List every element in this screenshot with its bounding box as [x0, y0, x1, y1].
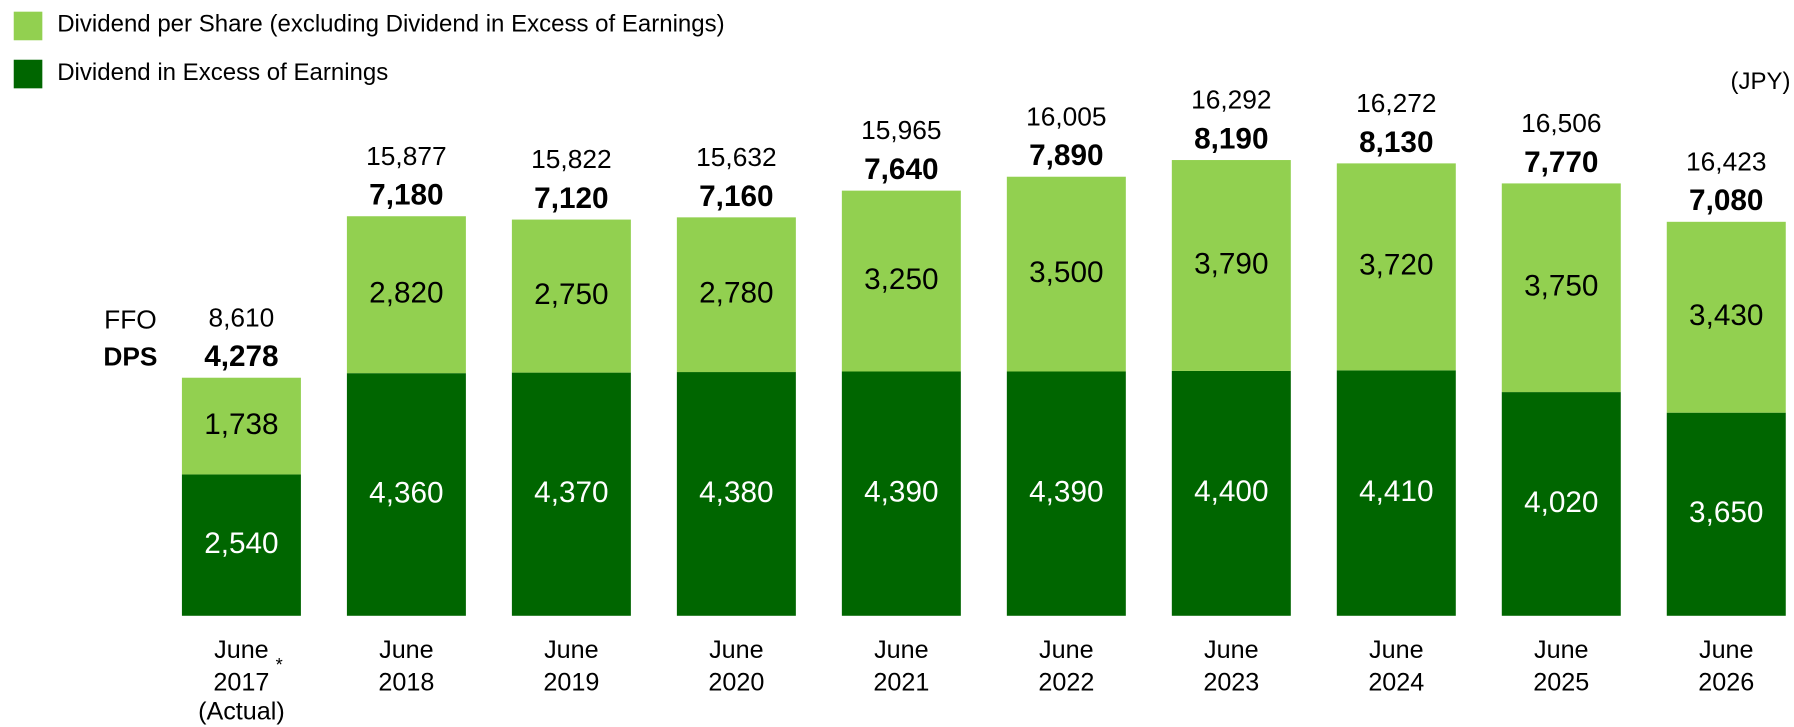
segment-label: 2,780: [699, 277, 773, 310]
bar-segment: [511, 372, 631, 616]
segment-label: 4,400: [1194, 475, 1268, 508]
dps-label: 7,120: [534, 182, 608, 215]
dps-label: 8,190: [1194, 122, 1268, 155]
x-tick-label: June 2023: [1203, 636, 1259, 696]
segment-label: 1,738: [204, 408, 278, 441]
bar-segment: [676, 217, 796, 373]
segment-label: 4,020: [1524, 486, 1598, 519]
segment-label: 3,250: [864, 263, 938, 296]
ffo-label: 15,965: [861, 115, 941, 145]
dps-label: 7,080: [1689, 184, 1763, 217]
segment-label: 4,390: [1029, 475, 1103, 508]
dps-label: 7,160: [699, 180, 773, 213]
bar-segment: [1006, 176, 1126, 372]
dps-label: 7,180: [369, 179, 443, 212]
segment-label: 3,790: [1194, 247, 1268, 280]
bar-segment: [1171, 370, 1291, 616]
ffo-label: 16,005: [1026, 101, 1106, 131]
legend-label: Dividend per Share (excluding Dividend i…: [57, 11, 724, 38]
bar-segment: [841, 371, 961, 616]
segment-label: 4,370: [534, 476, 608, 509]
bar-segment: [1336, 163, 1456, 371]
x-tick-label: June 2019: [543, 636, 599, 696]
dps-row-label: DPS: [103, 341, 157, 371]
unit-label: (JPY): [1731, 68, 1791, 95]
bar-segment: [181, 474, 301, 616]
bar-segment: [181, 377, 301, 475]
ffo-label: 15,822: [531, 144, 611, 174]
bar-segment: [841, 190, 961, 372]
x-tick-label: June 2017: [213, 636, 269, 696]
segment-label: 3,750: [1524, 270, 1598, 303]
segment-label: 2,750: [534, 278, 608, 311]
bar-segment: [1666, 412, 1786, 616]
bar-segment: [346, 216, 466, 374]
x-tick-label: June 2018: [378, 636, 434, 696]
dps-label: 7,640: [864, 153, 938, 186]
bar-segment: [1336, 370, 1456, 616]
bar-segment: [346, 373, 466, 616]
ffo-label: 16,423: [1686, 146, 1766, 176]
bar-segment: [676, 372, 796, 616]
legend-swatch: [13, 59, 43, 89]
segment-label: 4,390: [864, 475, 938, 508]
bar-segment: [1501, 392, 1621, 616]
ffo-label: 16,292: [1191, 85, 1271, 115]
bar-segment: [1666, 221, 1786, 413]
ffo-label: 16,506: [1521, 108, 1601, 138]
segment-label: 4,360: [369, 476, 443, 509]
dps-label: 7,770: [1524, 146, 1598, 179]
bar-segment: [1171, 160, 1291, 371]
segment-label: 4,380: [699, 476, 773, 509]
category-marker: *: [276, 654, 283, 675]
x-tick-label: June 2025: [1533, 636, 1589, 696]
ffo-row-label: FFO: [104, 305, 157, 335]
bar-segment: [1006, 371, 1126, 616]
ffo-label: 15,877: [366, 141, 446, 171]
bar-segment: [511, 219, 631, 373]
segment-label: 2,820: [369, 277, 443, 310]
segment-label: 2,540: [204, 527, 278, 560]
dps-label: 7,890: [1029, 139, 1103, 172]
segment-label: 3,430: [1689, 299, 1763, 332]
legend-label: Dividend in Excess of Earnings: [57, 59, 388, 86]
legend-swatch: [13, 11, 43, 41]
segment-label: 3,650: [1689, 496, 1763, 529]
category-note: (Actual): [198, 698, 285, 726]
ffo-label: 8,610: [209, 302, 275, 332]
segment-label: 3,500: [1029, 256, 1103, 289]
x-tick-label: June 2024: [1368, 636, 1424, 696]
ffo-label: 16,272: [1356, 88, 1436, 118]
x-tick-label: June 2026: [1698, 636, 1754, 696]
dps-label: 4,278: [204, 340, 278, 373]
bar-segment: [1501, 183, 1621, 393]
dps-label: 8,130: [1359, 126, 1433, 159]
segment-label: 4,410: [1359, 475, 1433, 508]
segment-label: 3,720: [1359, 249, 1433, 282]
x-tick-label: June 2022: [1038, 636, 1094, 696]
x-tick-label: June 2020: [708, 636, 764, 696]
x-tick-label: June 2021: [873, 636, 929, 696]
ffo-label: 15,632: [696, 142, 776, 172]
